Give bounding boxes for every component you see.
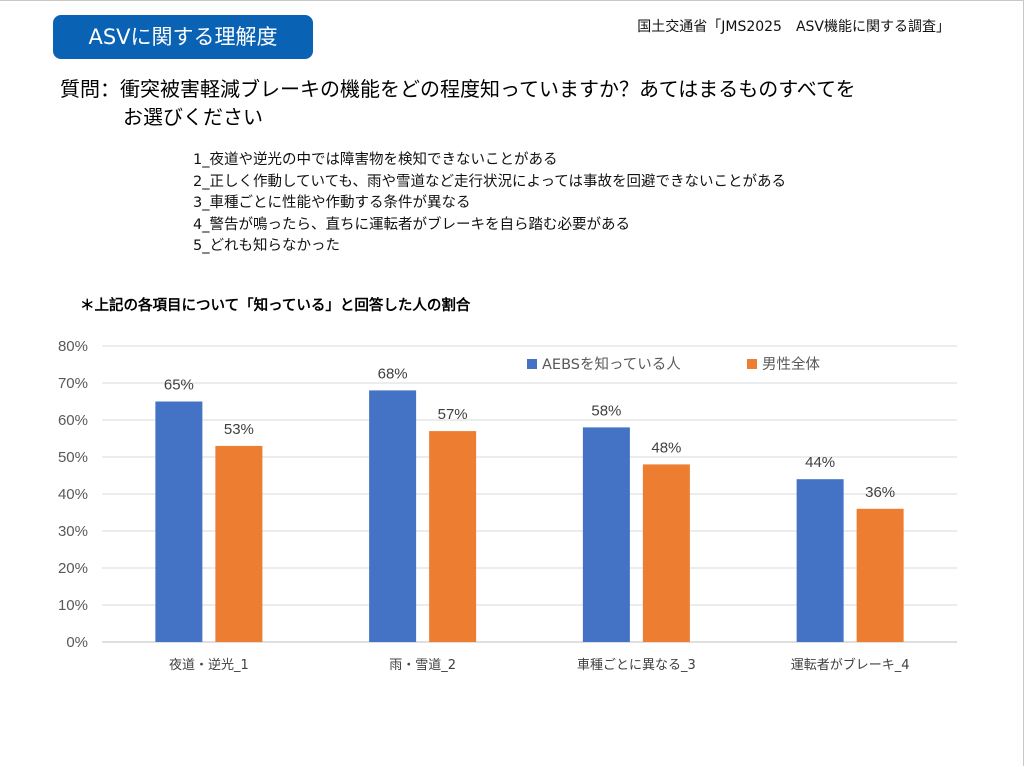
- legend-swatch: [747, 359, 757, 369]
- y-tick-label: 70%: [58, 375, 88, 392]
- bar-male-total: [429, 431, 477, 642]
- y-tick-label: 80%: [58, 338, 88, 355]
- data-label: 44%: [805, 454, 835, 471]
- y-axis-ticks: 0% 10% 20% 30% 40% 50% 60% 70% 80%: [58, 338, 88, 651]
- question-line-1: 質問：衝突被害軽減ブレーキの機能をどの程度知っていますか？あてはまるものすべてを: [60, 77, 856, 101]
- y-tick-label: 20%: [58, 560, 88, 577]
- bar-aebs-aware: [369, 390, 417, 642]
- y-tick-label: 10%: [58, 597, 88, 614]
- category-label: 夜道・逆光_1: [169, 657, 249, 673]
- data-label: 57%: [438, 406, 468, 423]
- y-tick-label: 40%: [58, 486, 88, 503]
- answer-option: 1_夜道や逆光の中では障害物を検知できないことがある: [193, 152, 558, 168]
- y-tick-label: 60%: [58, 412, 88, 429]
- data-label: 36%: [865, 484, 895, 501]
- answer-option: 2_正しく作動していても、雨や雪道など走行状況によっては事故を回避できないことが…: [193, 173, 786, 190]
- chart-note: ＊上記の各項目について「知っている」と回答した人の割合: [80, 298, 471, 314]
- bar-male-total: [215, 445, 263, 642]
- answer-options: 1_夜道や逆光の中では障害物を検知できないことがある 2_正しく作動していても、…: [193, 150, 786, 258]
- y-tick-label: 30%: [58, 523, 88, 540]
- data-label: 53%: [224, 421, 254, 438]
- category-labels: 夜道・逆光_1 雨・雪道_2 車種ごとに異なる_3 運転者がブレーキ_4: [169, 657, 910, 673]
- data-label: 58%: [591, 402, 621, 419]
- question-text: 質問：衝突被害軽減ブレーキの機能をどの程度知っていますか？あてはまるものすべてを…: [60, 75, 990, 131]
- data-labels: 65% 53% 68% 57% 58% 48% 44% 36%: [164, 365, 895, 500]
- source-citation: 国土交通省「JMS2025 ASV機能に関する調査」: [637, 19, 950, 35]
- legend-label: 男性全体: [762, 355, 820, 373]
- data-label: 68%: [378, 365, 408, 382]
- data-label: 65%: [164, 377, 194, 394]
- y-tick-label: 50%: [58, 449, 88, 466]
- category-label: 雨・雪道_2: [389, 658, 456, 673]
- category-label: 車種ごとに異なる_3: [577, 657, 696, 673]
- question-line-2: お選びください: [123, 105, 263, 129]
- bar-male-total: [856, 508, 904, 642]
- bar-aebs-aware: [582, 427, 630, 642]
- category-label: 運転者がブレーキ_4: [791, 657, 910, 673]
- bar-male-total: [642, 464, 690, 642]
- bar-aebs-aware: [796, 479, 844, 642]
- bar-aebs-aware: [155, 401, 203, 642]
- y-tick-label: 0%: [66, 634, 88, 651]
- answer-option: 4_警告が鳴ったら、直ちに運転者がブレーキを自ら踏む必要がある: [193, 216, 630, 233]
- answer-option: 3_車種ごとに性能や作動する条件が異なる: [193, 195, 471, 212]
- legend: AEBSを知っている人 男性全体: [527, 355, 820, 373]
- data-label: 48%: [651, 439, 681, 456]
- legend-label: AEBSを知っている人: [542, 356, 681, 373]
- legend-swatch: [527, 359, 537, 369]
- section-badge: ASVに関する理解度: [53, 15, 313, 59]
- bars: [155, 390, 904, 642]
- answer-option: 5_どれも知らなかった: [193, 238, 340, 255]
